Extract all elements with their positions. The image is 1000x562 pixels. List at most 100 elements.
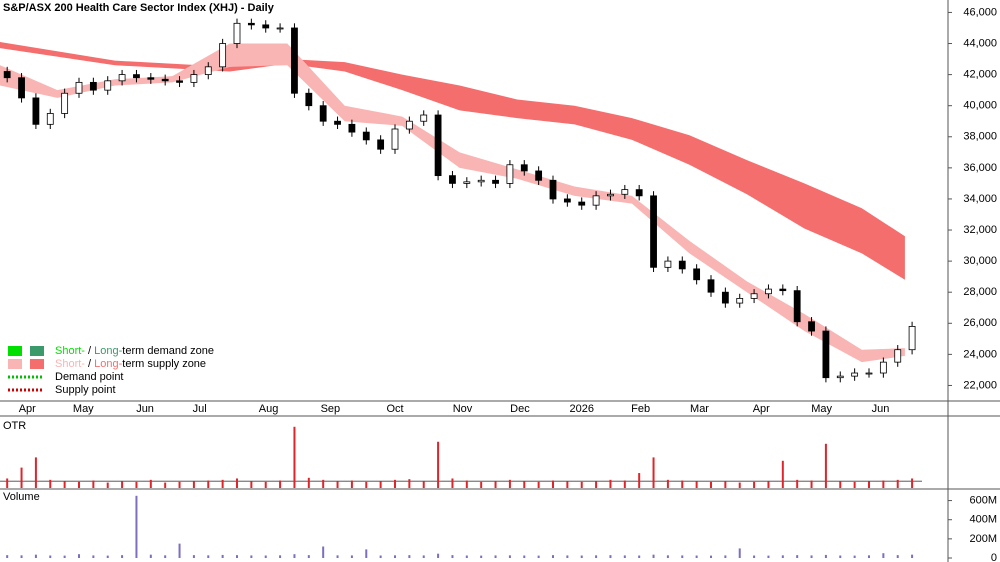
otr-bar (20, 467, 23, 488)
volume-bar (394, 555, 396, 558)
x-tick-label: Jul (193, 403, 207, 415)
volume-bar (135, 495, 138, 558)
otr-bar (221, 479, 224, 488)
otr-bar (121, 481, 124, 488)
volume-bar (595, 555, 598, 558)
otr-bar (753, 481, 756, 488)
candle-body (563, 198, 571, 203)
otr-bar (394, 479, 396, 488)
otr-bar (824, 443, 827, 488)
candle-body (405, 120, 413, 130)
otr-bar (566, 481, 569, 488)
otr-bar (78, 481, 80, 488)
otr-bar (336, 481, 339, 488)
candle-body (707, 279, 715, 293)
volume-bar (422, 555, 425, 558)
volume-bar (307, 555, 310, 558)
legend-text: / (85, 345, 94, 357)
otr-bar (681, 480, 684, 488)
otr-bar (465, 480, 468, 488)
candle-body (621, 189, 629, 195)
legend-text: Short- (55, 345, 85, 357)
candle-body (434, 114, 442, 177)
otr-bar (738, 482, 741, 488)
volume-bar (350, 555, 353, 558)
volume-bar (911, 554, 914, 558)
y-tick-label: 28,000 (963, 286, 997, 298)
volume-bar (121, 555, 124, 558)
candle-body (104, 80, 112, 91)
x-tick-label: Feb (631, 403, 650, 415)
x-tick-label: Aug (259, 403, 279, 415)
volume-bar (20, 555, 23, 558)
y-tick-label: 34,000 (963, 193, 997, 205)
volume-bar (78, 554, 80, 558)
y-tick-label: 46,000 (963, 6, 997, 18)
candle-body (449, 175, 456, 184)
otr-bar (6, 478, 9, 488)
candle-body (535, 170, 543, 181)
candle-body (650, 195, 657, 268)
candle-body (233, 22, 241, 44)
candle-body (549, 179, 557, 200)
legend-swatch (8, 346, 22, 356)
x-tick-label: Dec (510, 403, 530, 415)
legend-text: / (85, 358, 94, 370)
y-tick-label: 42,000 (963, 69, 997, 81)
volume-bar (896, 555, 899, 558)
candle-body (765, 288, 772, 295)
volume-bar (192, 555, 195, 558)
y-tick-label: 44,000 (963, 37, 997, 49)
candle-body (520, 164, 528, 172)
candle-body (75, 81, 83, 94)
y-tick-label: 200M (969, 533, 997, 545)
x-tick-label: Apr (19, 403, 36, 415)
otr-bar (552, 480, 554, 488)
otr-bar (508, 479, 511, 488)
otr-bar (882, 480, 885, 488)
candle-body (865, 372, 873, 375)
otr-bar (250, 481, 253, 488)
otr-bar (207, 480, 210, 488)
candle-body (808, 321, 815, 332)
volume-bar (465, 555, 468, 558)
candle-body (147, 77, 155, 80)
x-tick-label: May (811, 403, 832, 415)
volume-bar (796, 555, 799, 558)
candle-body (176, 80, 183, 83)
volume-bar (279, 555, 282, 558)
x-tick-label: Jun (872, 403, 890, 415)
candle-body (190, 74, 198, 83)
volume-bar (638, 555, 641, 558)
candle-body (391, 128, 399, 150)
candle-body (377, 139, 385, 150)
volume-bar (753, 555, 756, 558)
volume-bar (537, 555, 540, 558)
otr-bar (322, 479, 325, 488)
candle-body (908, 325, 916, 351)
candle-body (506, 164, 514, 184)
otr-bar (580, 481, 583, 488)
otr-bar (609, 479, 612, 488)
legend-swatch (30, 359, 44, 369)
otr-bar (868, 481, 870, 488)
volume-bar (552, 555, 554, 558)
y-tick-label: 36,000 (963, 162, 997, 174)
candle-body (477, 179, 485, 183)
candle-body (133, 74, 140, 79)
y-tick-label: 26,000 (963, 317, 997, 329)
otr-bar (896, 479, 899, 488)
volume-bar (437, 553, 440, 558)
legend-label: Supply point (55, 384, 116, 396)
otr-bar (537, 481, 540, 488)
volume-bar (149, 554, 152, 558)
candle-body (362, 131, 370, 141)
otr-bar (695, 481, 698, 488)
candle-body (247, 22, 255, 26)
otr-bar (379, 481, 382, 488)
otr-bar (408, 479, 411, 488)
volume-bar (379, 555, 382, 558)
volume-bar (767, 555, 770, 558)
otr-bar (710, 481, 712, 488)
